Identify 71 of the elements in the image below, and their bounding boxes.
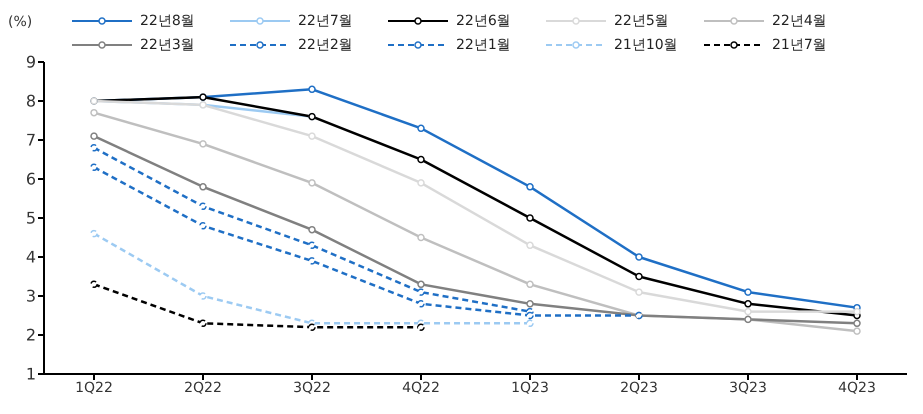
point <box>199 292 207 300</box>
y-tick-label: 3 <box>26 286 36 306</box>
point <box>526 320 534 328</box>
legend-label: 21년7월 <box>772 36 827 54</box>
legend-label: 22년7월 <box>298 12 353 30</box>
y-tick-label: 2 <box>26 326 36 345</box>
point <box>199 140 207 148</box>
x-tick-label: 3Q23 <box>729 380 767 396</box>
point <box>308 323 316 331</box>
point <box>744 288 752 296</box>
point <box>308 226 316 234</box>
point <box>526 280 534 288</box>
legend-label: 22년3월 <box>140 36 195 54</box>
point <box>199 222 207 230</box>
point <box>526 242 534 250</box>
point <box>635 288 643 296</box>
x-tick-label: 2Q23 <box>620 380 658 396</box>
point <box>744 308 752 316</box>
point <box>417 156 425 164</box>
point <box>90 230 98 238</box>
y-axis-title: (%) <box>8 14 32 30</box>
point <box>635 253 643 261</box>
point <box>417 234 425 242</box>
point <box>744 300 752 308</box>
point <box>90 132 98 140</box>
y-tick-label: 4 <box>26 248 36 267</box>
x-tick-label: 3Q22 <box>293 380 331 396</box>
point <box>635 272 643 280</box>
legend-label: 22년4월 <box>772 12 827 30</box>
point <box>417 124 425 132</box>
point <box>853 320 861 328</box>
point <box>526 183 534 191</box>
y-tick-label: 9 <box>26 52 36 72</box>
x-tick-label: 1Q22 <box>75 380 113 396</box>
point <box>90 144 98 152</box>
point <box>199 183 207 191</box>
legend-label: 21년10월 <box>614 36 678 54</box>
point <box>308 179 316 187</box>
legend-label: 22년6월 <box>456 12 511 30</box>
y-tick-label: 7 <box>26 130 36 150</box>
point <box>417 179 425 187</box>
point <box>417 323 425 331</box>
x-tick-label: 4Q22 <box>402 380 440 396</box>
point <box>853 308 861 316</box>
y-tick-label: 8 <box>26 92 36 111</box>
point <box>526 214 534 222</box>
point <box>308 242 316 250</box>
point <box>90 108 98 116</box>
x-tick-label: 2Q22 <box>184 380 222 396</box>
point <box>417 300 425 308</box>
legend-label: 22년2월 <box>298 36 353 54</box>
point <box>417 280 425 288</box>
point <box>308 257 316 265</box>
point <box>90 164 98 172</box>
y-tick-label: 5 <box>26 208 36 228</box>
x-tick-label: 1Q23 <box>511 380 549 396</box>
legend-label: 22년8월 <box>140 12 195 30</box>
y-tick-label: 6 <box>26 170 36 189</box>
y-tick-label: 1 <box>26 364 36 384</box>
point <box>308 86 316 94</box>
point <box>417 288 425 296</box>
legend-label: 22년1월 <box>456 36 511 54</box>
point <box>526 300 534 308</box>
point <box>526 312 534 320</box>
point <box>853 327 861 335</box>
x-tick-label: 4Q23 <box>838 380 876 396</box>
legend-label: 22년5월 <box>614 12 669 30</box>
point <box>199 202 207 210</box>
point <box>308 132 316 140</box>
point <box>199 320 207 328</box>
point <box>90 280 98 288</box>
